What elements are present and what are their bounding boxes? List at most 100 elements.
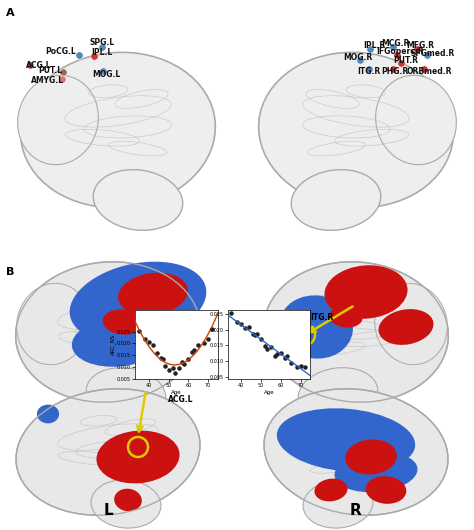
Point (59, 68, 66, 76)
Text: PUT.R: PUT.R (393, 56, 418, 65)
Point (420, 65, 428, 73)
X-axis label: Age: Age (264, 390, 274, 394)
Point (159, 355, 166, 364)
Ellipse shape (291, 170, 381, 231)
Ellipse shape (97, 430, 180, 483)
Point (98, 43, 106, 51)
Ellipse shape (345, 439, 397, 474)
Point (135, 326, 143, 335)
Point (181, 359, 188, 368)
Point (366, 45, 374, 53)
Point (283, 352, 291, 360)
Point (287, 358, 294, 367)
Ellipse shape (374, 284, 447, 365)
Text: MCG.R: MCG.R (381, 39, 409, 48)
Point (246, 323, 253, 332)
Point (99, 67, 107, 75)
Ellipse shape (72, 317, 164, 367)
Ellipse shape (379, 309, 434, 345)
Point (75, 51, 83, 59)
Point (153, 349, 161, 358)
Point (237, 320, 245, 329)
Point (267, 343, 275, 351)
Point (175, 364, 182, 372)
Point (251, 330, 259, 339)
Text: ORBmed.R: ORBmed.R (406, 67, 452, 76)
Ellipse shape (86, 368, 166, 420)
Point (249, 330, 257, 338)
Point (241, 323, 249, 332)
Text: MOG.R: MOG.R (343, 52, 373, 61)
Ellipse shape (335, 452, 418, 492)
Text: L: L (103, 503, 113, 518)
Point (397, 58, 404, 67)
Point (141, 335, 149, 343)
Ellipse shape (264, 262, 448, 402)
Text: MFG.R: MFG.R (407, 41, 435, 50)
Text: ITG.R: ITG.R (357, 67, 381, 76)
Ellipse shape (93, 170, 183, 231)
Ellipse shape (329, 306, 363, 328)
Point (297, 362, 304, 370)
Ellipse shape (70, 262, 206, 342)
Text: PUT.L: PUT.L (38, 66, 62, 75)
Point (257, 335, 265, 343)
Ellipse shape (103, 310, 143, 334)
Point (271, 351, 279, 360)
Point (413, 45, 421, 53)
Point (293, 363, 301, 371)
Point (253, 330, 261, 338)
Point (392, 51, 400, 59)
Point (161, 361, 168, 370)
Point (169, 364, 176, 373)
Ellipse shape (366, 476, 406, 504)
Point (261, 342, 269, 351)
Point (423, 51, 430, 59)
Point (281, 354, 289, 363)
Point (26, 61, 33, 69)
Point (191, 346, 198, 355)
Point (301, 363, 308, 372)
Ellipse shape (277, 408, 415, 472)
Point (273, 349, 281, 358)
Text: ITG.R: ITG.R (310, 313, 333, 322)
Ellipse shape (259, 52, 453, 208)
Text: AMYG.L: AMYG.L (31, 76, 64, 85)
Ellipse shape (298, 368, 378, 420)
X-axis label: Age: Age (171, 390, 182, 394)
Text: PoCG.L: PoCG.L (45, 47, 76, 56)
Text: A: A (6, 8, 15, 18)
Text: MOG.L: MOG.L (92, 70, 121, 79)
Point (157, 354, 164, 363)
Ellipse shape (114, 489, 142, 511)
Text: SFGmed.R: SFGmed.R (410, 49, 455, 58)
Point (389, 65, 396, 73)
Ellipse shape (21, 52, 215, 208)
Text: IFGoperc.R: IFGoperc.R (377, 48, 424, 57)
Ellipse shape (279, 295, 353, 359)
Y-axis label: ARC_NS: ARC_NS (110, 334, 116, 355)
Ellipse shape (325, 265, 408, 319)
Text: R: R (350, 503, 362, 518)
Text: SPG.L: SPG.L (89, 39, 115, 48)
Ellipse shape (264, 389, 448, 515)
Ellipse shape (303, 480, 373, 528)
Point (179, 358, 186, 366)
Point (365, 65, 372, 73)
Ellipse shape (17, 284, 90, 365)
Point (189, 347, 196, 356)
Text: PHG.R: PHG.R (381, 67, 408, 76)
Point (165, 366, 173, 375)
Text: IPL.L: IPL.L (91, 48, 112, 57)
Text: IPL.R: IPL.R (364, 41, 385, 50)
Ellipse shape (91, 480, 161, 528)
Point (204, 335, 212, 343)
Point (208, 324, 216, 333)
Ellipse shape (376, 75, 456, 165)
Ellipse shape (37, 404, 59, 423)
Point (390, 43, 397, 51)
Ellipse shape (314, 479, 347, 501)
Point (171, 368, 178, 377)
Ellipse shape (16, 389, 200, 515)
Point (201, 339, 208, 347)
